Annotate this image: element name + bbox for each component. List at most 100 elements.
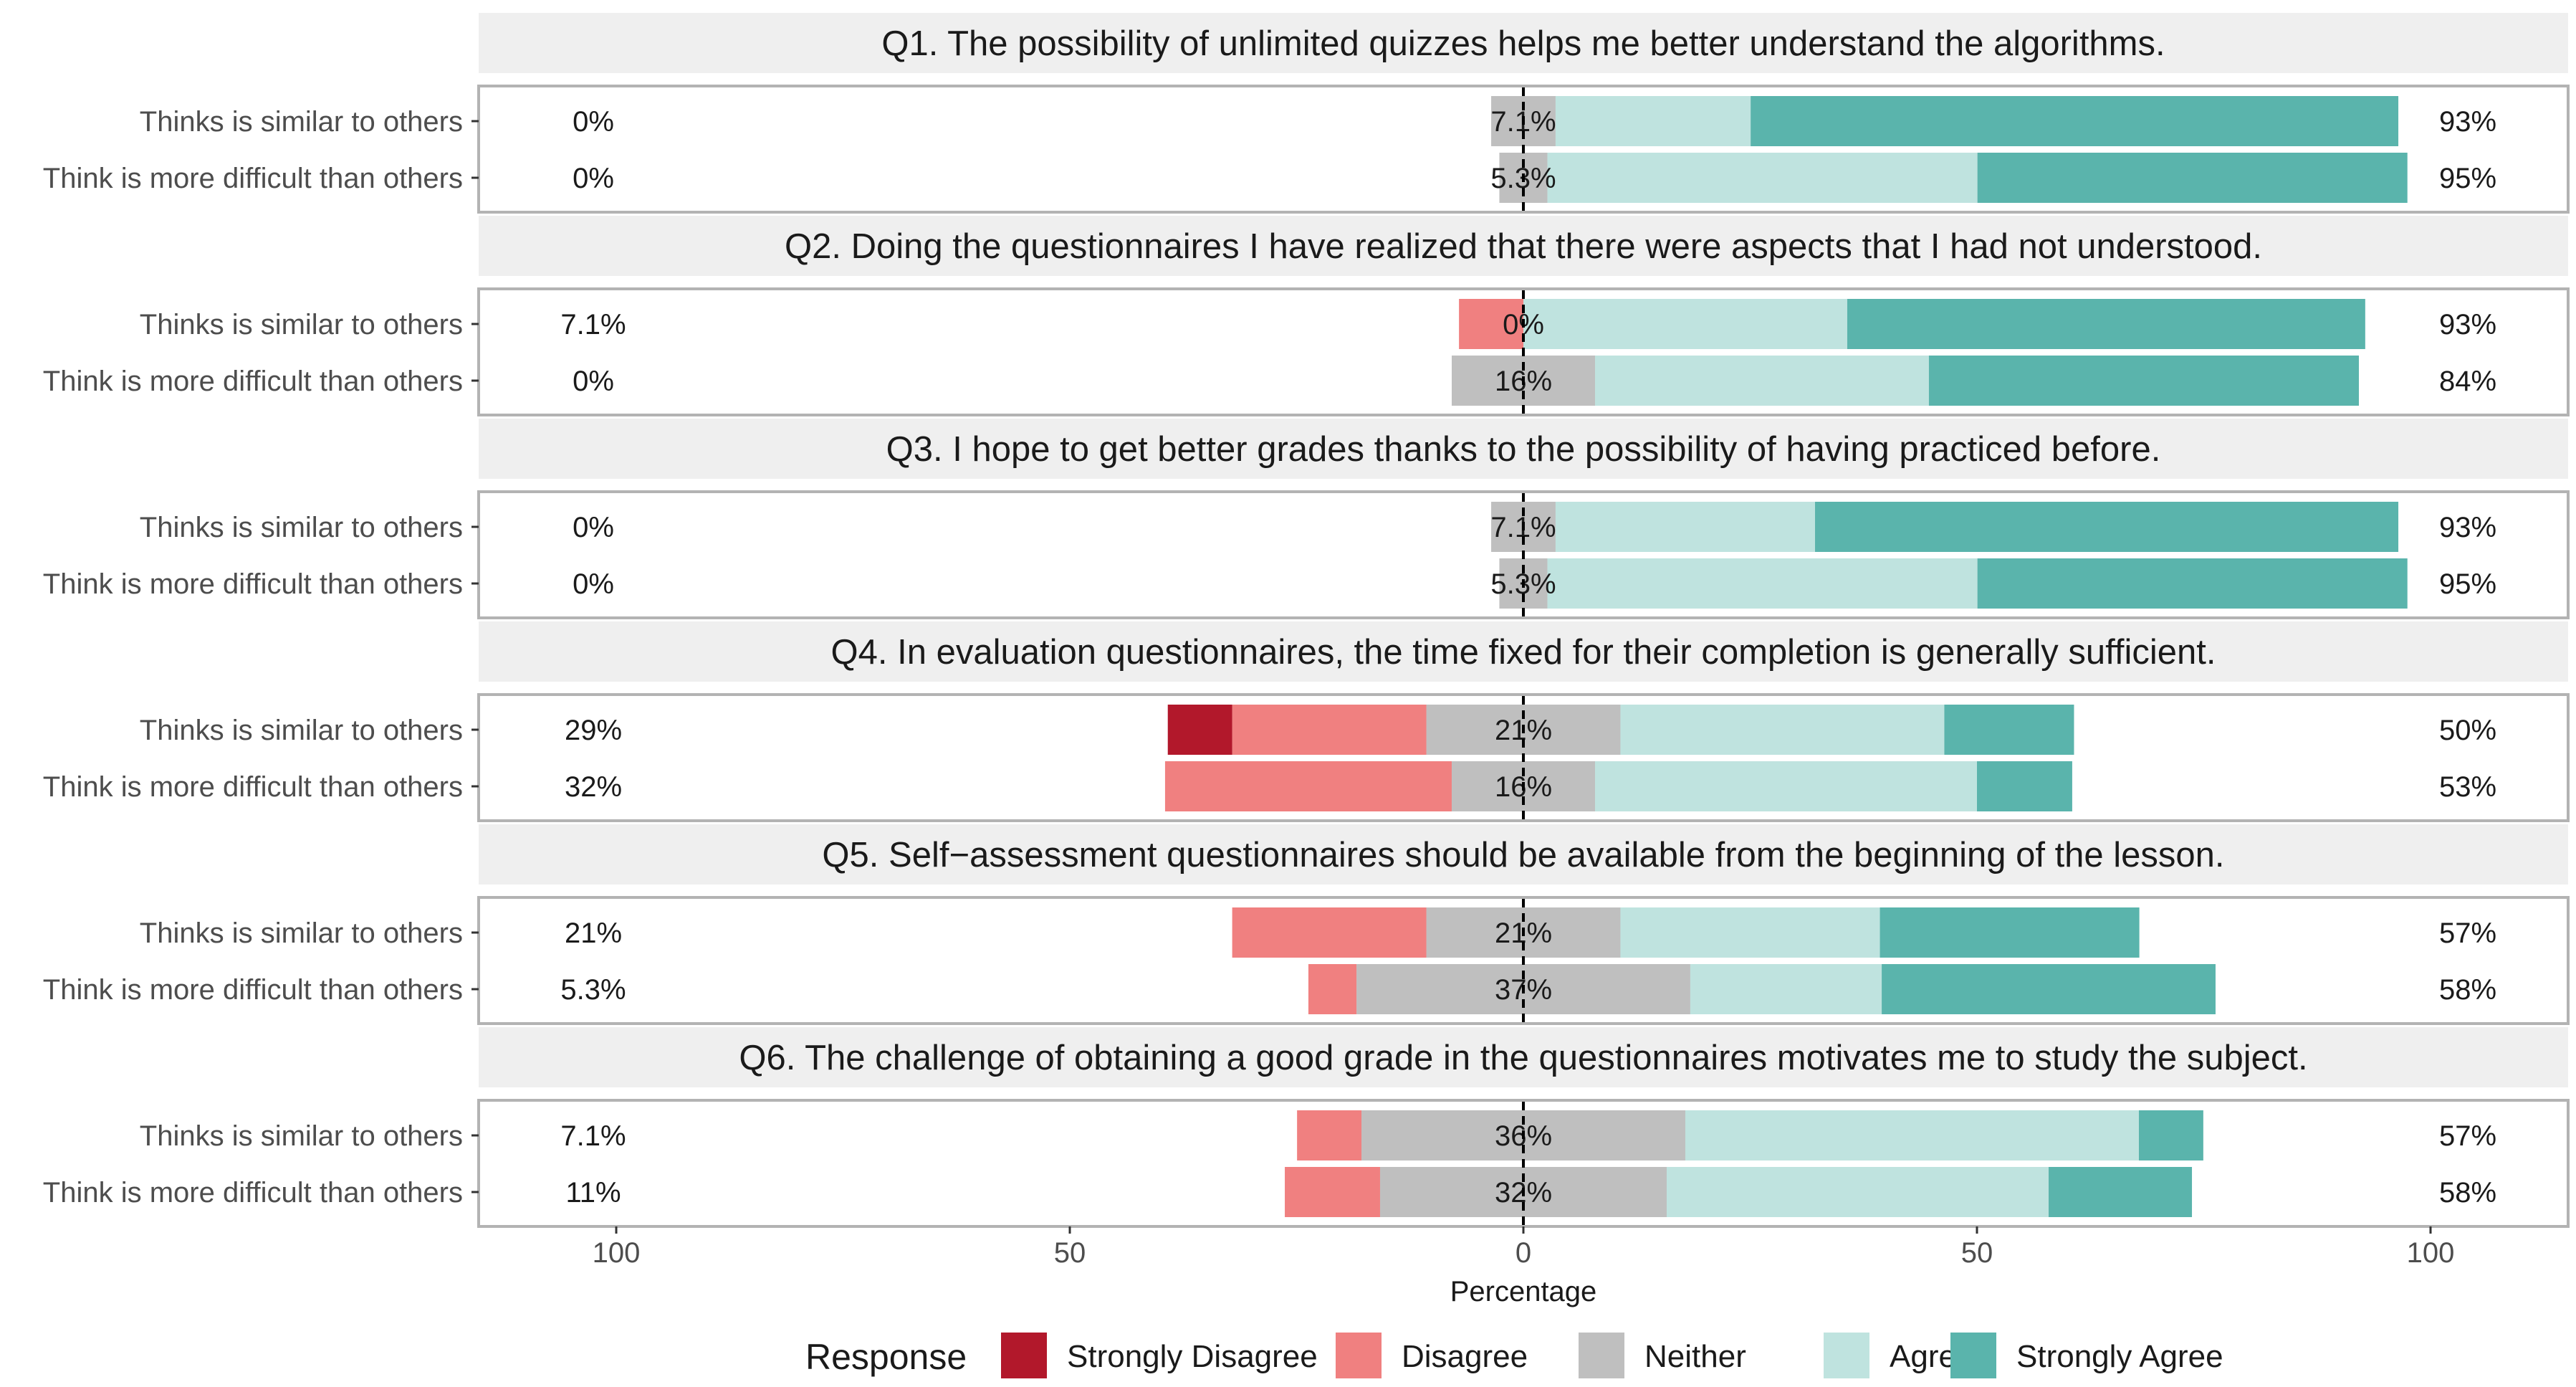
panel-q2: Q2. Doing the questionnaires I have real…	[43, 216, 2570, 416]
low-percent-label: 0%	[573, 568, 614, 600]
row-label: Think is more difficult than others	[43, 771, 463, 803]
bar-disagree	[1308, 964, 1357, 1014]
row-label: Think is more difficult than others	[43, 974, 463, 1006]
high-percent-label: 53%	[2439, 771, 2496, 803]
low-percent-label: 7.1%	[560, 1120, 626, 1152]
panel-strip	[479, 13, 2568, 73]
high-percent-label: 57%	[2439, 1120, 2496, 1152]
low-percent-label: 32%	[565, 771, 622, 803]
bar-agree	[1690, 964, 1882, 1014]
low-percent-label: 7.1%	[560, 309, 626, 340]
row-label: Thinks is similar to others	[140, 715, 463, 746]
row-label: Think is more difficult than others	[43, 163, 463, 194]
low-percent-label: 21%	[565, 917, 622, 949]
panel-title: Q6. The challenge of obtaining a good gr…	[739, 1039, 2307, 1077]
row-label: Thinks is similar to others	[140, 917, 463, 949]
bar-strongly-agree	[1977, 761, 2072, 811]
low-percent-label: 0%	[573, 366, 614, 397]
panel-strip	[479, 1027, 2568, 1087]
legend-swatch	[1950, 1333, 1996, 1378]
bar-strongly-agree	[1977, 153, 2408, 203]
panel-q4: Q4. In evaluation questionnaires, the ti…	[43, 621, 2570, 822]
row-label: Think is more difficult than others	[43, 366, 463, 397]
high-percent-label: 58%	[2439, 974, 2496, 1006]
panel-strip	[479, 419, 2568, 479]
bar-disagree	[1232, 705, 1427, 755]
panel-strip	[479, 824, 2568, 885]
bar-agree	[1620, 907, 1880, 958]
x-tick-label: 50	[1054, 1237, 1086, 1269]
legend-title: Response	[805, 1337, 967, 1377]
row-label: Thinks is similar to others	[140, 309, 463, 340]
high-percent-label: 95%	[2439, 163, 2496, 194]
legend: Response Strongly Disagree Disagree Neither…	[805, 1333, 2223, 1378]
low-percent-label: 11%	[565, 1177, 621, 1209]
panel-title: Q1. The possibility of unlimited quizzes…	[881, 24, 2165, 63]
bar-agree	[1547, 558, 1978, 609]
panel-title: Q3. I hope to get better grades thanks t…	[886, 430, 2161, 469]
bar-agree	[1595, 761, 1977, 811]
high-percent-label: 58%	[2439, 1177, 2496, 1209]
legend-swatch	[1579, 1333, 1624, 1378]
panel-q1: Q1. The possibility of unlimited quizzes…	[43, 13, 2570, 214]
low-percent-label: 0%	[573, 512, 614, 543]
panel-strip	[479, 216, 2568, 276]
bar-agree	[1555, 96, 1751, 146]
bar-strongly-disagree	[1167, 705, 1232, 755]
low-percent-label: 0%	[573, 163, 614, 194]
bar-strongly-agree	[1944, 705, 2074, 755]
bar-disagree	[1285, 1167, 1380, 1217]
row-label: Thinks is similar to others	[140, 1120, 463, 1152]
legend-label: Strongly Agree	[2016, 1339, 2223, 1374]
legend-label: Disagree	[1402, 1339, 1528, 1374]
bar-agree	[1595, 356, 1929, 406]
x-tick-label: 100	[2407, 1237, 2455, 1269]
x-tick-label: 0	[1516, 1237, 1531, 1269]
bar-disagree	[1164, 761, 1452, 811]
x-tick-label: 50	[1961, 1237, 1993, 1269]
legend-item-strongly-agree: Strongly Agree	[1950, 1333, 2223, 1378]
bar-strongly-agree	[1928, 356, 2359, 406]
panel-q6: Q6. The challenge of obtaining a good gr…	[43, 1027, 2570, 1228]
bar-agree	[1547, 153, 1978, 203]
legend-swatch	[1336, 1333, 1382, 1378]
high-percent-label: 50%	[2439, 715, 2496, 746]
legend-label: Strongly Disagree	[1067, 1339, 1318, 1374]
legend-item-strongly-disagree: Strongly Disagree	[1001, 1333, 1318, 1378]
low-percent-label: 5.3%	[560, 974, 626, 1006]
row-label: Thinks is similar to others	[140, 512, 463, 543]
low-percent-label: 29%	[565, 715, 622, 746]
panel-strip	[479, 621, 2568, 682]
legend-swatch	[1001, 1333, 1047, 1378]
high-percent-label: 95%	[2439, 568, 2496, 600]
legend-swatch	[1824, 1333, 1869, 1378]
bar-strongly-agree	[2138, 1110, 2203, 1160]
panel-title: Q5. Self−assessment questionnaires shoul…	[822, 836, 2224, 874]
panel-q5: Q5. Self−assessment questionnaires shoul…	[43, 824, 2570, 1025]
bar-disagree	[1459, 299, 1523, 349]
panel-title: Q2. Doing the questionnaires I have real…	[785, 227, 2262, 266]
low-percent-label: 0%	[573, 106, 614, 138]
row-label: Think is more difficult than others	[43, 1177, 463, 1209]
high-percent-label: 93%	[2439, 106, 2496, 138]
bar-strongly-agree	[1815, 502, 2399, 552]
x-axis: 100 50 0 50 100 Percentage	[593, 1226, 2455, 1307]
x-tick-label: 100	[593, 1237, 641, 1269]
bar-strongly-agree	[1751, 96, 2399, 146]
x-axis-title: Percentage	[1450, 1276, 1597, 1307]
bar-agree	[1620, 705, 1945, 755]
high-percent-label: 84%	[2439, 366, 2496, 397]
row-label: Thinks is similar to others	[140, 106, 463, 138]
bar-strongly-agree	[1880, 907, 2140, 958]
row-label: Think is more difficult than others	[43, 568, 463, 600]
legend-item-neither: Neither	[1579, 1333, 1746, 1378]
bar-strongly-agree	[1882, 964, 2216, 1014]
bar-disagree	[1232, 907, 1427, 958]
panel-q3: Q3. I hope to get better grades thanks t…	[43, 419, 2570, 619]
legend-label: Neither	[1644, 1339, 1746, 1374]
bar-strongly-agree	[1847, 299, 2365, 349]
high-percent-label: 93%	[2439, 512, 2496, 543]
high-percent-label: 93%	[2439, 309, 2496, 340]
bar-agree	[1685, 1110, 2139, 1160]
